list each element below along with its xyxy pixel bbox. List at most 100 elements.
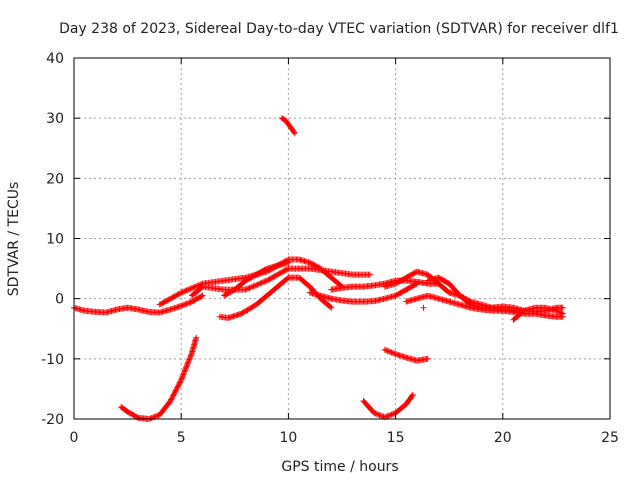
- data-point: [282, 266, 289, 273]
- data-point: [271, 273, 278, 280]
- data-point: [372, 410, 379, 417]
- grid: [74, 58, 610, 419]
- data-point: [177, 378, 184, 385]
- data-point: [164, 297, 171, 304]
- data-point: [185, 359, 192, 366]
- y-tick-label: -10: [41, 352, 64, 368]
- data-point: [165, 296, 172, 303]
- data-point: [167, 397, 174, 404]
- data-point: [168, 396, 175, 403]
- data-point: [371, 409, 378, 416]
- data-point: [171, 390, 178, 397]
- data-point: [254, 281, 261, 288]
- data-point: [180, 288, 187, 295]
- data-point: [424, 355, 431, 362]
- data-point: [253, 282, 260, 289]
- data-point: [274, 271, 281, 278]
- data-point: [327, 303, 334, 310]
- data-point: [246, 284, 253, 291]
- x-tick-label: 0: [70, 430, 79, 446]
- data-point: [375, 411, 382, 418]
- data-point: [266, 276, 273, 283]
- data-point: [152, 413, 159, 420]
- x-tick-label: 20: [494, 430, 512, 446]
- data-point: [170, 392, 177, 399]
- data-point: [182, 287, 189, 294]
- data-point: [179, 289, 186, 296]
- data-point: [328, 304, 335, 311]
- data-point: [187, 299, 194, 306]
- data-point: [559, 310, 566, 317]
- data-point: [243, 286, 250, 293]
- data-point: [377, 412, 384, 419]
- series-track-l-high-segment: [278, 115, 298, 137]
- data-point: [381, 346, 388, 353]
- data-point: [247, 284, 254, 291]
- data-point: [172, 388, 179, 395]
- data-point: [387, 348, 394, 355]
- data-point: [176, 290, 183, 297]
- data-point: [376, 412, 383, 419]
- data-point: [245, 285, 252, 292]
- data-point: [166, 296, 173, 303]
- data-point: [154, 412, 161, 419]
- series-track-f-mid: [306, 280, 421, 305]
- data-point: [249, 283, 256, 290]
- data-point: [190, 284, 197, 291]
- y-tick-label: 0: [55, 292, 64, 308]
- x-axis-label: GPS time / hours: [281, 459, 398, 475]
- data-point: [188, 351, 195, 358]
- data-point: [263, 277, 270, 284]
- y-tick-label: -20: [41, 412, 64, 428]
- series-track-g: [328, 277, 442, 293]
- data-point: [147, 415, 154, 422]
- series-track-m-early-u: [118, 334, 200, 422]
- data-point: [183, 363, 190, 370]
- series-track-e-dip: [216, 274, 335, 321]
- data-point: [156, 301, 163, 308]
- data-point: [176, 379, 183, 386]
- data-point: [186, 299, 193, 306]
- data-point: [269, 274, 276, 281]
- data-point: [408, 393, 415, 400]
- data-point: [159, 300, 166, 307]
- y-axis: -20 -10 0 10 20 30 40: [41, 51, 610, 428]
- data-point: [173, 292, 180, 299]
- data-point: [186, 286, 193, 293]
- data-point: [559, 304, 566, 311]
- data-point: [179, 302, 186, 309]
- data-point: [187, 352, 194, 359]
- data-point: [389, 411, 396, 418]
- data-point: [280, 268, 287, 275]
- data-point: [261, 278, 268, 285]
- data-point: [193, 334, 200, 341]
- data-point: [185, 357, 192, 364]
- data-point: [384, 413, 391, 420]
- data-point: [275, 271, 282, 278]
- data-point: [384, 347, 391, 354]
- data-point: [174, 291, 181, 298]
- data-point: [169, 294, 176, 301]
- data-point: [148, 414, 155, 421]
- series-track-d: [221, 259, 292, 299]
- x-axis: 0 5 10 15 20 25: [70, 58, 619, 446]
- data-point: [285, 259, 292, 266]
- data-point: [188, 285, 195, 292]
- data-point: [272, 272, 279, 279]
- data-point: [179, 372, 186, 379]
- data-point: [187, 285, 194, 292]
- data-point: [178, 289, 185, 296]
- series-track-n-mid-u: [360, 391, 416, 421]
- data-point: [176, 380, 183, 387]
- y-tick-label: 30: [46, 111, 64, 127]
- data-point: [258, 279, 265, 286]
- data-point: [180, 301, 187, 308]
- data-point: [198, 293, 205, 300]
- data-point: [158, 300, 165, 307]
- data-point: [199, 292, 206, 299]
- data-point: [181, 367, 188, 374]
- data-point: [170, 391, 177, 398]
- data-point: [290, 129, 297, 136]
